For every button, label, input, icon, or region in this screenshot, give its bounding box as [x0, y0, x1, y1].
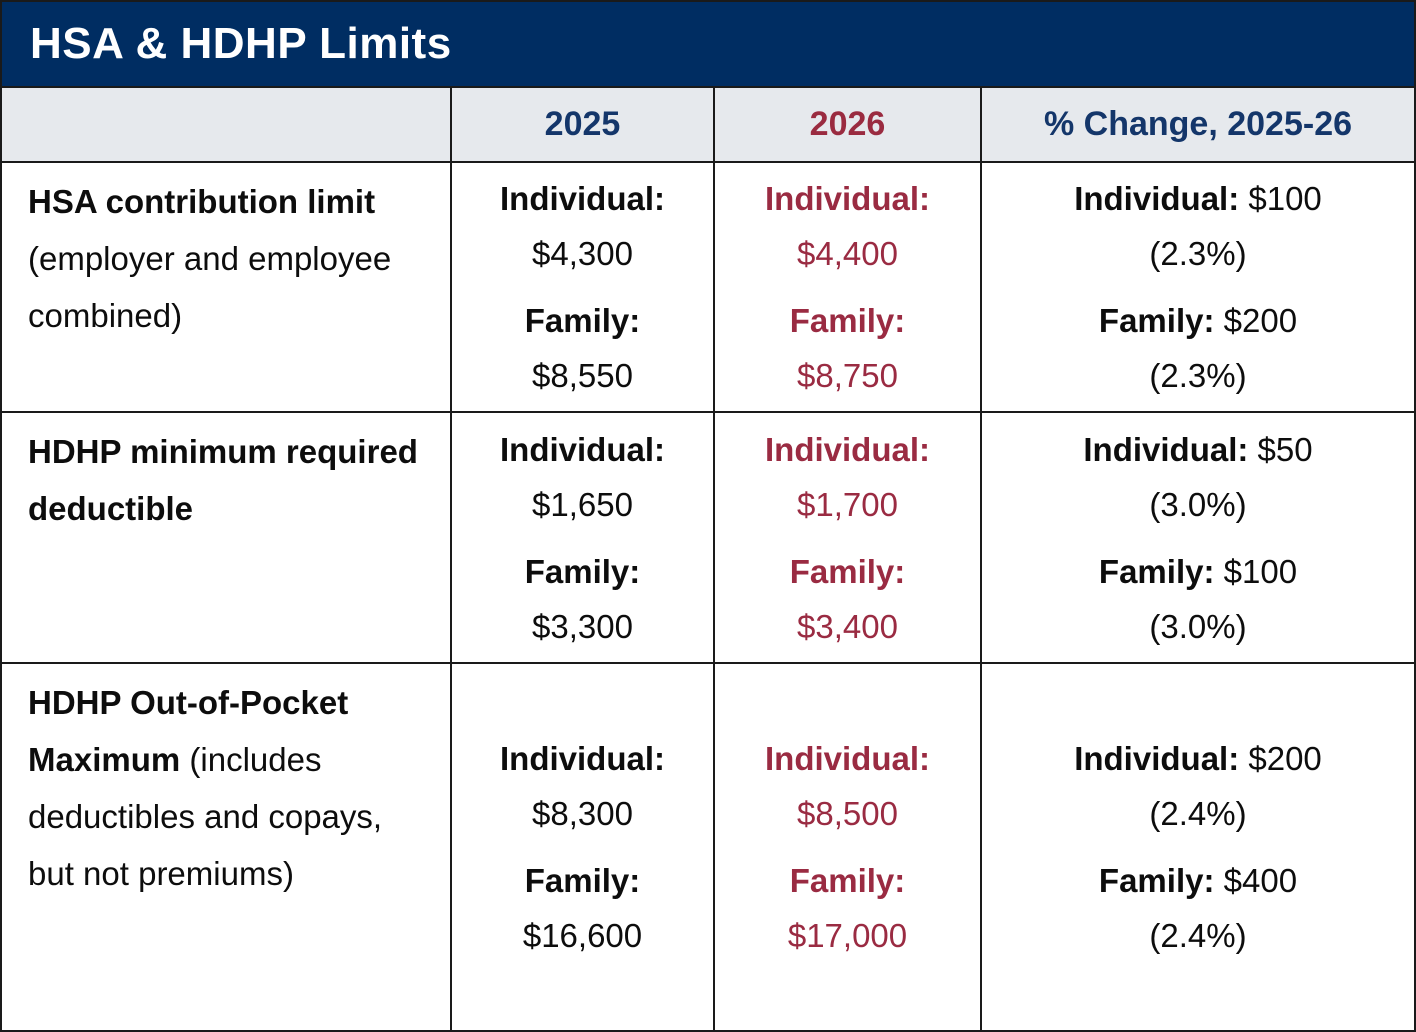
individual-2026: Individual: $4,400: [765, 180, 930, 272]
individual-change: Individual: $100 (2.3%): [1074, 180, 1322, 272]
oop-2025-values: Individual: $8,300 Family: $16,600: [452, 664, 715, 1030]
limits-grid: 2025 2026 % Change, 2025-26 HSA contribu…: [2, 88, 1414, 1030]
deductible-2026-values: Individual: $1,700 Family: $3,400: [715, 413, 982, 664]
family-2026: Family: $3,400: [789, 552, 906, 645]
table-title: HSA & HDHP Limits: [30, 19, 452, 68]
family-change: Family: $200 (2.3%): [1098, 302, 1298, 394]
header-2025: 2025: [452, 88, 715, 163]
hsa-pct-change-values: Individual: $100 (2.3%) Family: $200 (2.3%…: [982, 163, 1414, 413]
individual-change: Individual: $50 (3.0%): [1083, 430, 1313, 523]
row-label-bold: HDHP minimum required deductible: [28, 433, 418, 527]
individual-2026: Individual: $8,500: [765, 740, 930, 832]
row-label-hsa-contribution-limit: HSA contribution limit (employer and emp…: [2, 163, 452, 413]
family-2025: Family: $8,550: [524, 302, 641, 394]
individual-2025: Individual: $8,300: [500, 740, 665, 832]
hsa-2025-values: Individual: $4,300 Family: $8,550: [452, 163, 715, 413]
hsa-2026-values: Individual: $4,400 Family: $8,750: [715, 163, 982, 413]
row-label-note: (employer and employee combined): [28, 240, 392, 334]
oop-2026-values: Individual: $8,500 Family: $17,000: [715, 664, 982, 1030]
individual-2025: Individual: $1,650: [500, 430, 665, 523]
table-title-bar: HSA & HDHP Limits: [2, 2, 1414, 88]
oop-pct-change-values: Individual: $200 (2.4%) Family: $400 (2.4%…: [982, 664, 1414, 1030]
individual-change: Individual: $200 (2.4%): [1074, 740, 1322, 832]
header-blank-cell: [2, 88, 452, 163]
family-change: Family: $100 (3.0%): [1098, 552, 1298, 645]
header-pct-change: % Change, 2025-26: [982, 88, 1414, 163]
family-change: Family: $400 (2.4%): [1098, 862, 1298, 954]
family-2026: Family: $17,000: [787, 862, 908, 954]
family-2025: Family: $16,600: [522, 862, 643, 954]
deductible-pct-change-values: Individual: $50 (3.0%) Family: $100 (3.0%): [982, 413, 1414, 664]
row-label-bold: HDHP Out-of-Pocket Maximum: [28, 684, 349, 778]
row-label-hdhp-oop-max: HDHP Out-of-Pocket Maximum (includes ded…: [2, 664, 452, 1030]
header-2026: 2026: [715, 88, 982, 163]
row-label-note: (includes deductibles and copays, but no…: [28, 741, 383, 892]
deductible-2025-values: Individual: $1,650 Family: $3,300: [452, 413, 715, 664]
family-2026: Family: $8,750: [789, 302, 906, 394]
row-label-hdhp-min-deductible: HDHP minimum required deductible: [2, 413, 452, 664]
individual-2026: Individual: $1,700: [765, 430, 930, 523]
individual-2025: Individual: $4,300: [500, 180, 665, 272]
family-2025: Family: $3,300: [524, 552, 641, 645]
row-label-bold: HSA contribution limit: [28, 183, 376, 220]
